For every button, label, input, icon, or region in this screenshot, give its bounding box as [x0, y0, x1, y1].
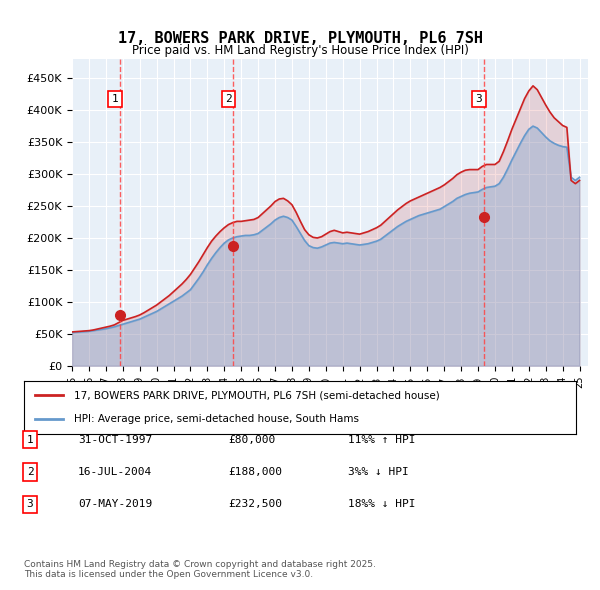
Text: 2: 2 [225, 94, 232, 104]
Text: £80,000: £80,000 [228, 435, 275, 444]
Text: 16-JUL-2004: 16-JUL-2004 [78, 467, 152, 477]
Text: 17, BOWERS PARK DRIVE, PLYMOUTH, PL6 7SH: 17, BOWERS PARK DRIVE, PLYMOUTH, PL6 7SH [118, 31, 482, 46]
Text: 11%% ↑ HPI: 11%% ↑ HPI [348, 435, 415, 444]
Text: Price paid vs. HM Land Registry's House Price Index (HPI): Price paid vs. HM Land Registry's House … [131, 44, 469, 57]
Text: 1: 1 [26, 435, 34, 444]
Text: £188,000: £188,000 [228, 467, 282, 477]
Text: 2: 2 [26, 467, 34, 477]
Text: 1: 1 [112, 94, 118, 104]
Text: 31-OCT-1997: 31-OCT-1997 [78, 435, 152, 444]
Text: 17, BOWERS PARK DRIVE, PLYMOUTH, PL6 7SH (semi-detached house): 17, BOWERS PARK DRIVE, PLYMOUTH, PL6 7SH… [74, 391, 439, 401]
Text: 3%% ↓ HPI: 3%% ↓ HPI [348, 467, 409, 477]
Text: HPI: Average price, semi-detached house, South Hams: HPI: Average price, semi-detached house,… [74, 414, 359, 424]
Text: 3: 3 [26, 500, 34, 509]
Text: 18%% ↓ HPI: 18%% ↓ HPI [348, 500, 415, 509]
Text: 07-MAY-2019: 07-MAY-2019 [78, 500, 152, 509]
Text: 3: 3 [476, 94, 482, 104]
Text: Contains HM Land Registry data © Crown copyright and database right 2025.
This d: Contains HM Land Registry data © Crown c… [24, 560, 376, 579]
Text: £232,500: £232,500 [228, 500, 282, 509]
